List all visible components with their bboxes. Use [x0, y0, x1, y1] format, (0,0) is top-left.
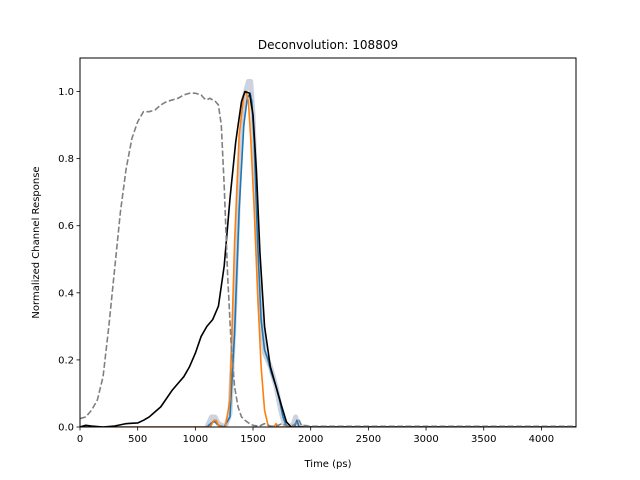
- black-series-line: [80, 90, 576, 427]
- x-tick-label: 4000: [529, 434, 554, 445]
- y-tick-label: 0.0: [58, 423, 74, 434]
- x-axis-ticks: 0 500 1000 1500 2000 2500 3000 3500 4000: [77, 427, 554, 445]
- gray-dashed-series-line: [80, 92, 576, 427]
- y-tick-label: 0.2: [58, 355, 74, 366]
- x-axis-label: Time (ps): [303, 459, 351, 470]
- x-tick-label: 1000: [183, 434, 208, 445]
- y-tick-label: 0.8: [58, 154, 74, 165]
- y-tick-label: 0.6: [58, 221, 74, 232]
- x-tick-label: 3500: [471, 434, 496, 445]
- x-tick-label: 2000: [298, 434, 323, 445]
- x-tick-label: 1500: [240, 434, 265, 445]
- series-layer: [80, 78, 576, 427]
- x-tick-label: 2500: [356, 434, 381, 445]
- y-axis-ticks: 0.0 0.2 0.4 0.6 0.8 1.0: [58, 87, 80, 434]
- y-tick-label: 1.0: [58, 87, 74, 98]
- chart-title: Deconvolution: 108809: [258, 38, 398, 52]
- y-axis-label: Normalized Channel Response: [31, 166, 42, 318]
- x-tick-label: 3000: [413, 434, 438, 445]
- x-tick-label: 500: [128, 434, 147, 445]
- plot-frame: [79, 57, 577, 428]
- orange-series-line: [80, 90, 576, 427]
- x-tick-label: 0: [77, 434, 83, 445]
- y-tick-label: 0.4: [58, 288, 74, 299]
